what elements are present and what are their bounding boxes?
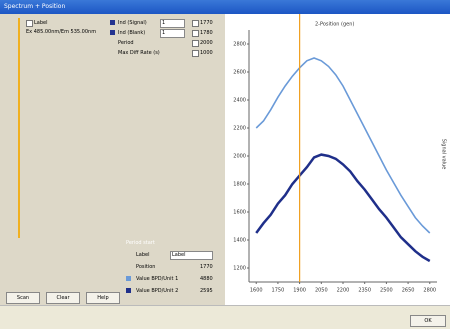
checkbox[interactable] [110,20,115,25]
x-tick-label: 2350 [358,288,371,294]
status-bar [0,305,450,329]
checkbox[interactable] [26,20,33,27]
x-tick-label: 1600 [250,288,263,294]
x-tick-label: 2200 [337,288,350,294]
list-item[interactable]: Label [34,20,48,26]
y-tick-label: 1400 [233,238,246,244]
list-item[interactable]: Ex 485.00nm/Em 535.00nm [26,29,97,35]
row-label: Value BPD/Unit 1 [136,276,179,282]
x-tick-label: 2500 [380,288,393,294]
y-tick-label: 1200 [233,266,246,272]
y-axis-label: Signal value [441,139,447,170]
x-tick-label: 2050 [315,288,328,294]
option-label: Max Diff Rate (s) [118,50,160,56]
x-tick-label: 2800 [423,288,436,294]
option-value: 1770 [200,20,213,26]
option-label: Ind (Blank) [118,30,146,36]
chart: 2-Position (gen) Signal value 1200 1400 16… [225,14,450,305]
row-label: Position [136,264,156,270]
color-swatch [126,288,131,293]
checkbox[interactable] [192,20,199,27]
option-value: 2000 [200,40,213,46]
y-tick-label: 1600 [233,210,246,216]
dropdown[interactable]: Label [170,251,213,260]
group-caption: Label [136,252,150,258]
option-value: 1780 [200,30,213,36]
row-label: Value BPD/Unit 2 [136,288,179,294]
option-value: 1000 [200,50,213,56]
color-swatch [126,276,131,281]
row-value: 1770 [200,264,213,270]
dropdown[interactable]: 1 [160,29,185,38]
ok-button[interactable]: OK [410,315,446,327]
y-tick-label: 2400 [233,98,246,104]
checkbox[interactable] [192,40,199,47]
group-title: Period start [126,240,155,246]
y-tick-label: 2600 [233,70,246,76]
option-label: Period [118,40,134,46]
title-bar: Spectrum + Position [0,0,450,14]
x-tick-label: 1900 [293,288,306,294]
checkbox[interactable] [192,50,199,57]
checkbox[interactable] [192,30,199,37]
row-value: 2595 [200,288,213,294]
y-tick-label: 2000 [233,154,246,160]
button[interactable]: Scan [6,292,40,304]
y-tick-label: 2800 [233,42,246,48]
button[interactable]: Help [86,292,120,304]
x-tick-label: 1750 [272,288,285,294]
y-tick-label: 2200 [233,126,246,132]
series-line [255,153,431,263]
settings-panel: Label Ex 485.00nm/Em 535.00nm Ind (Signa… [0,14,225,305]
y-tick-label: 1800 [233,182,246,188]
accent-bar [18,18,20,238]
checkbox[interactable] [110,30,115,35]
chart-title: 2-Position (gen) [315,22,354,28]
option-label: Ind (Signal) [118,20,147,26]
dropdown[interactable]: 1 [160,19,185,28]
series-line [255,57,431,234]
x-tick-label: 2650 [402,288,415,294]
row-value: 4880 [200,276,213,282]
button[interactable]: Clear [46,292,80,304]
